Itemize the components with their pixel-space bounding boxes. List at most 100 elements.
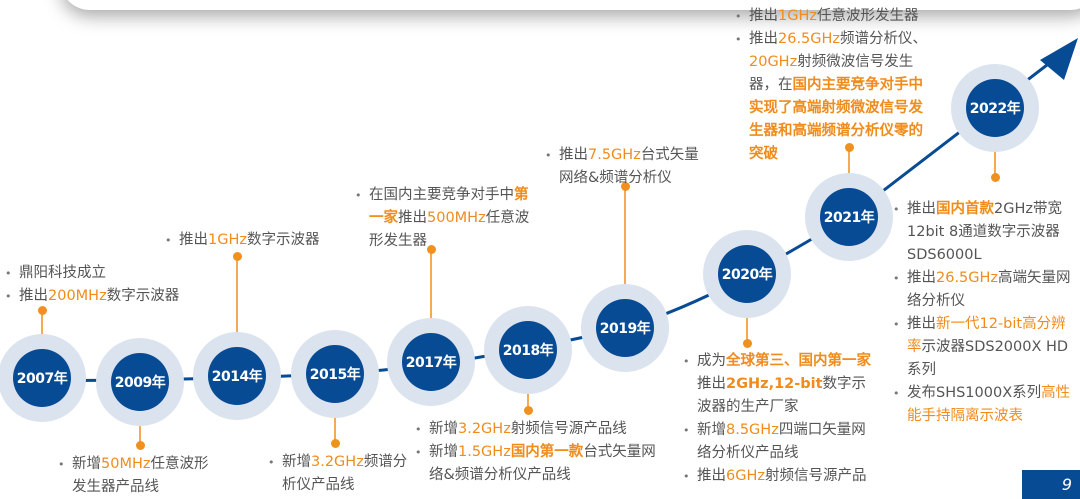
highlight-text: 第一家 bbox=[369, 187, 529, 226]
milestone-node: 2019年 bbox=[581, 284, 669, 372]
text-segment: 数字示波器 bbox=[246, 232, 320, 248]
highlight-text: 3.2GHz bbox=[311, 454, 364, 470]
text-segment: 数字示波器 bbox=[106, 288, 180, 304]
connector-line bbox=[430, 249, 432, 362]
text-segment: 新增 bbox=[429, 421, 458, 437]
year-label: 2014年 bbox=[208, 347, 266, 405]
highlight-text: 国内首款 bbox=[936, 201, 994, 217]
page-number: 9 bbox=[1061, 475, 1072, 494]
text-segment: 推出 bbox=[559, 147, 588, 163]
milestone-description: 在国内主要竞争对手中第一家推出500MHz任意波形发生器 bbox=[355, 184, 535, 253]
bullet-item: 推出国内首款2GHz带宽12bit 8通道数字示波器 SDS6000L bbox=[893, 198, 1078, 267]
connector-dot bbox=[136, 441, 145, 450]
bullet-item: 新增8.5GHz四端口矢量网络分析仪产品线 bbox=[683, 419, 878, 465]
milestone-node: 2020年 bbox=[703, 230, 791, 318]
bullet-item: 推出7.5GHz台式矢量网络&频谱分析仪 bbox=[545, 144, 710, 190]
highlight-text: 200MHz bbox=[48, 288, 107, 304]
year-label: 2021年 bbox=[820, 188, 878, 246]
milestone-node: 2015年 bbox=[291, 330, 379, 418]
text-segment: 台式矢量网络&频谱分析仪产品线 bbox=[429, 444, 656, 483]
text-segment: 推出 bbox=[749, 31, 778, 47]
milestone-description: 推出国内首款2GHz带宽12bit 8通道数字示波器 SDS6000L推出26.… bbox=[893, 198, 1078, 428]
milestone-description: 鼎阳科技成立推出200MHz数字示波器 bbox=[5, 262, 245, 308]
text-segment: 新增 bbox=[697, 422, 726, 438]
bullet-item: 新增50MHz任意波形发生器产品线 bbox=[58, 453, 218, 499]
highlight-text: 26.5GHz bbox=[778, 31, 841, 47]
milestone-description: 新增3.2GHz频谱分析仪产品线 bbox=[268, 451, 408, 497]
connector-dot bbox=[233, 252, 242, 261]
year-label: 2019年 bbox=[596, 299, 654, 357]
arrowhead-icon bbox=[1040, 38, 1078, 80]
milestone-description: 推出7.5GHz台式矢量网络&频谱分析仪 bbox=[545, 144, 710, 190]
text-segment: 射频微波信号发生器，在 bbox=[749, 54, 914, 93]
milestone-node: 2014年 bbox=[193, 332, 281, 420]
text-segment: 2GHz带宽12bit 8通道数字示波器 SDS6000L bbox=[907, 201, 1062, 263]
bullet-item: 推出200MHz数字示波器 bbox=[5, 285, 245, 308]
milestone-description: 推出1GHz任意波形发生器推出26.5GHz频谱分析仪、20GHz射频微波信号发… bbox=[735, 5, 930, 166]
text-segment: 频谱分析仪、 bbox=[840, 31, 928, 47]
milestone-node: 2009年 bbox=[96, 338, 184, 426]
bullet-item: 推出26.5GHz频谱分析仪、 20GHz射频微波信号发生器，在国内主要竞争对手中… bbox=[735, 28, 930, 166]
text-segment: 推出 bbox=[19, 288, 48, 304]
text-segment: 鼎阳科技成立 bbox=[19, 265, 106, 281]
text-segment: 四端口矢量网络分析仪产品线 bbox=[697, 422, 866, 461]
milestone-node: 2017年 bbox=[387, 318, 475, 406]
text-segment: 推出 bbox=[749, 8, 778, 24]
text-segment: 台式矢量网络&频谱分析仪 bbox=[559, 147, 699, 186]
year-label: 2015年 bbox=[306, 345, 364, 403]
text-segment: 任意波形发生器产品线 bbox=[72, 456, 209, 495]
highlight-text: 1GHz bbox=[778, 8, 817, 24]
text-segment: 成为 bbox=[697, 353, 726, 369]
bullet-item: 新增1.5GHz国内第一款台式矢量网络&频谱分析仪产品线 bbox=[415, 441, 660, 487]
text-segment: 示波器SDS2000X HD 系列 bbox=[907, 339, 1069, 378]
connector-line bbox=[624, 186, 626, 328]
text-segment: 新增 bbox=[72, 456, 101, 472]
connector-line bbox=[236, 256, 238, 376]
highlight-text: 20GHz bbox=[749, 54, 798, 70]
connector-dot bbox=[38, 306, 47, 315]
bullet-item: 推出26.5GHz高端矢量网络分析仪 bbox=[893, 267, 1078, 313]
header-shadow-band bbox=[60, 0, 1080, 10]
highlight-text: 26.5GHz bbox=[936, 270, 999, 286]
bullet-item: 推出新一代12-bit高分辨率示波器SDS2000X HD 系列 bbox=[893, 313, 1078, 382]
connector-dot bbox=[524, 406, 533, 415]
bullet-item: 在国内主要竞争对手中第一家推出500MHz任意波形发生器 bbox=[355, 184, 535, 253]
bullet-item: 鼎阳科技成立 bbox=[5, 262, 245, 285]
highlight-text: 6GHz bbox=[726, 468, 765, 484]
text-segment: 任意波形发生器 bbox=[369, 210, 530, 249]
highlight-text: 1GHz bbox=[208, 232, 247, 248]
text-segment: 在国内主要竞争对手中 bbox=[369, 187, 514, 203]
text-segment: 射频信号源产品线 bbox=[510, 421, 627, 437]
highlight-text: 50MHz bbox=[101, 456, 151, 472]
milestone-node: 2018年 bbox=[484, 306, 572, 394]
bullet-item: 新增3.2GHz射频信号源产品线 bbox=[415, 418, 660, 441]
year-label: 2020年 bbox=[718, 245, 776, 303]
highlight-text: 国内第一款 bbox=[510, 444, 584, 460]
highlight-text: 1.5GHz bbox=[458, 444, 511, 460]
text-segment: 新增 bbox=[429, 444, 458, 460]
highlight-text: 全球第三、国内第一家 bbox=[726, 353, 871, 369]
year-label: 2007年 bbox=[13, 349, 71, 407]
highlight-text: 500MHz bbox=[427, 210, 486, 226]
highlight-text: 国内主要竞争对手中实现了高端射频微波信号发生器和高端频谱分析仪零的突破 bbox=[749, 77, 923, 162]
highlight-text: 7.5GHz bbox=[588, 147, 641, 163]
milestone-node: 2022年 bbox=[951, 64, 1039, 152]
bullet-item: 推出6GHz射频信号源产品 bbox=[683, 465, 878, 488]
year-label: 2022年 bbox=[966, 79, 1024, 137]
milestone-description: 推出1GHz数字示波器 bbox=[165, 229, 365, 252]
text-segment: 射频信号源产品 bbox=[764, 468, 867, 484]
text-segment: 推出 bbox=[179, 232, 208, 248]
year-label: 2009年 bbox=[111, 353, 169, 411]
bullet-item: 新增3.2GHz频谱分析仪产品线 bbox=[268, 451, 408, 497]
connector-dot bbox=[991, 173, 1000, 182]
connector-dot bbox=[331, 439, 340, 448]
milestone-description: 成为全球第三、国内第一家推出2GHz,12-bit数字示波器的生产厂家新增8.5… bbox=[683, 350, 878, 488]
highlight-text: 8.5GHz bbox=[726, 422, 779, 438]
connector-dot bbox=[743, 339, 752, 348]
highlight-text: 新一代12-bit高分辨率 bbox=[907, 316, 1066, 355]
bullet-item: 推出1GHz数字示波器 bbox=[165, 229, 365, 252]
text-segment: 新增 bbox=[282, 454, 311, 470]
text-segment: 任意波形发生器 bbox=[816, 8, 919, 24]
text-segment: 推出 bbox=[907, 316, 936, 332]
bullet-item: 发布SHS1000X系列高性能手持隔离示波表 bbox=[893, 382, 1078, 428]
